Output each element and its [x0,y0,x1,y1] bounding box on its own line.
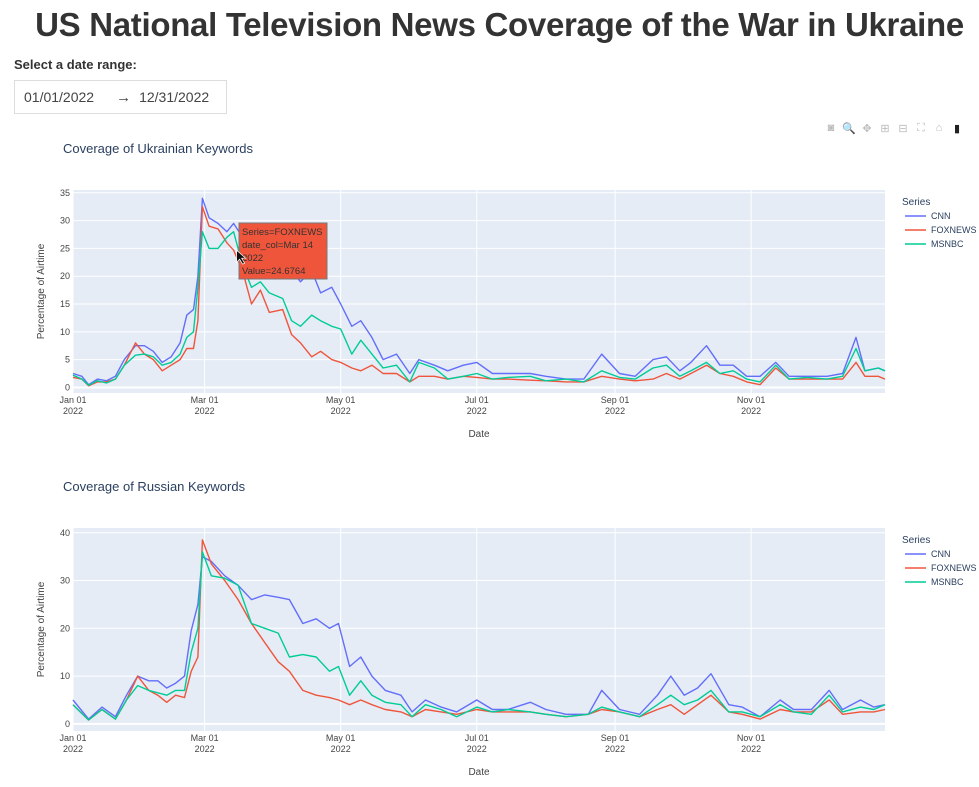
x-tick-label: Jul 01 [465,395,489,405]
autoscale-icon[interactable]: ⛶ [917,121,925,134]
y-tick-label: 25 [60,243,70,253]
chart-2: Coverage of Russian Keywords 0 10 20 30 40 Jan… [36,479,977,778]
page-title: US National Television News Coverage of … [35,6,964,43]
legend-label: FOXNEWS [931,563,977,573]
camera-icon[interactable]: ◙ [827,122,835,134]
tooltip-box [238,222,328,280]
x-tick-year: 2022 [605,744,625,754]
x-tick-year: 2022 [467,406,487,416]
x-tick-year: 2022 [195,744,215,754]
legend-title: Series [902,197,930,208]
y-tick-label: 30 [60,576,70,586]
series-line-msnbc[interactable] [72,230,886,386]
legend-item-foxnews[interactable]: FOXNEWS [905,563,977,573]
date-range-label: Select a date range: [14,57,137,72]
y-tick-label: 15 [60,299,70,309]
y-tick-label: 20 [60,623,70,633]
legend-item-msnbc[interactable]: MSNBC [905,577,964,587]
date-range-picker[interactable]: 01/01/2022 → 12/31/2022 [14,80,227,114]
y-tick-label: 35 [60,188,70,198]
x-tick-label: Nov 01 [737,733,766,743]
x-tick-year: 2022 [741,406,761,416]
chart-toolbar: ◙ 🔍 ✥ ⊞ ⊟ ⛶ ⌂ ▮ [825,121,963,135]
zoom-in-icon[interactable]: ⊞ [880,122,890,135]
x-tick-year: 2022 [63,744,83,754]
legend-label: CNN [931,211,951,221]
x-axis-label: Date [468,429,490,440]
series-line-cnn[interactable] [72,556,886,720]
zoom-icon[interactable]: 🔍 [842,122,856,135]
x-tick-label: Mar 01 [191,395,219,405]
zoom-out-icon[interactable]: ⊟ [898,122,908,135]
x-tick-label: Jan 01 [59,395,86,405]
x-tick-label: Mar 01 [191,733,219,743]
legend-label: CNN [931,549,951,559]
tooltip-line: date_col=Mar 14 [242,240,313,251]
y-tick-label: 10 [60,327,70,337]
x-tick-year: 2022 [467,744,487,754]
start-date-input[interactable]: 01/01/2022 [24,89,95,105]
legend-label: MSNBC [931,239,964,249]
series-line-msnbc[interactable] [72,551,886,721]
y-tick-label: 5 [65,355,70,365]
y-axis-label: Percentage of Airtime [36,243,47,339]
x-tick-year: 2022 [331,406,351,416]
series-line-foxnews[interactable] [72,205,886,387]
y-tick-label: 30 [60,216,70,226]
legend-title: Series [902,535,930,546]
chart-title: Coverage of Russian Keywords [63,479,246,494]
legend-item-msnbc[interactable]: MSNBC [905,239,964,249]
legend-label: FOXNEWS [931,225,977,235]
legend-item-foxnews[interactable]: FOXNEWS [905,225,977,235]
y-tick-label: 0 [65,719,70,729]
y-tick-label: 40 [60,528,70,538]
plotly-logo-icon[interactable]: ▮ [953,122,961,135]
tooltip-line: 2022 [242,253,263,264]
hover-tooltip: Series=FOXNEWS date_col=Mar 14 2022 Value=2… [236,222,328,280]
legend-item-cnn[interactable]: CNN [905,211,951,221]
x-tick-label: May 01 [326,733,356,743]
pan-icon[interactable]: ✥ [862,122,872,135]
x-tick-label: Jan 01 [59,733,86,743]
y-tick-label: 0 [65,382,70,392]
legend-item-cnn[interactable]: CNN [905,549,951,559]
legend-label: MSNBC [931,577,964,587]
y-tick-label: 20 [60,271,70,281]
y-axis-label: Percentage of Airtime [36,581,47,677]
x-tick-label: Jul 01 [465,733,489,743]
x-tick-year: 2022 [195,406,215,416]
tooltip-line: Value=24.6764 [242,266,305,277]
series-line-cnn[interactable] [72,197,886,386]
x-tick-label: Sep 01 [601,395,630,405]
cursor-icon [236,249,247,265]
x-axis-label: Date [468,767,490,778]
chart-1: Coverage of Ukrainian Keywords 0 5 10 15 20 25… [36,141,977,440]
x-tick-year: 2022 [605,406,625,416]
y-tick-label: 10 [60,671,70,681]
home-icon[interactable]: ⌂ [935,122,943,134]
tooltip-line: Series=FOXNEWS [242,227,323,238]
x-tick-year: 2022 [63,406,83,416]
x-tick-year: 2022 [741,744,761,754]
arrow-right-icon: → [116,88,132,106]
chart-title: Coverage of Ukrainian Keywords [63,141,254,156]
plot-area[interactable] [73,528,885,731]
x-tick-year: 2022 [331,744,351,754]
x-tick-label: Sep 01 [601,733,630,743]
end-date-input[interactable]: 12/31/2022 [139,89,210,105]
x-tick-label: May 01 [326,395,356,405]
x-tick-label: Nov 01 [737,395,766,405]
